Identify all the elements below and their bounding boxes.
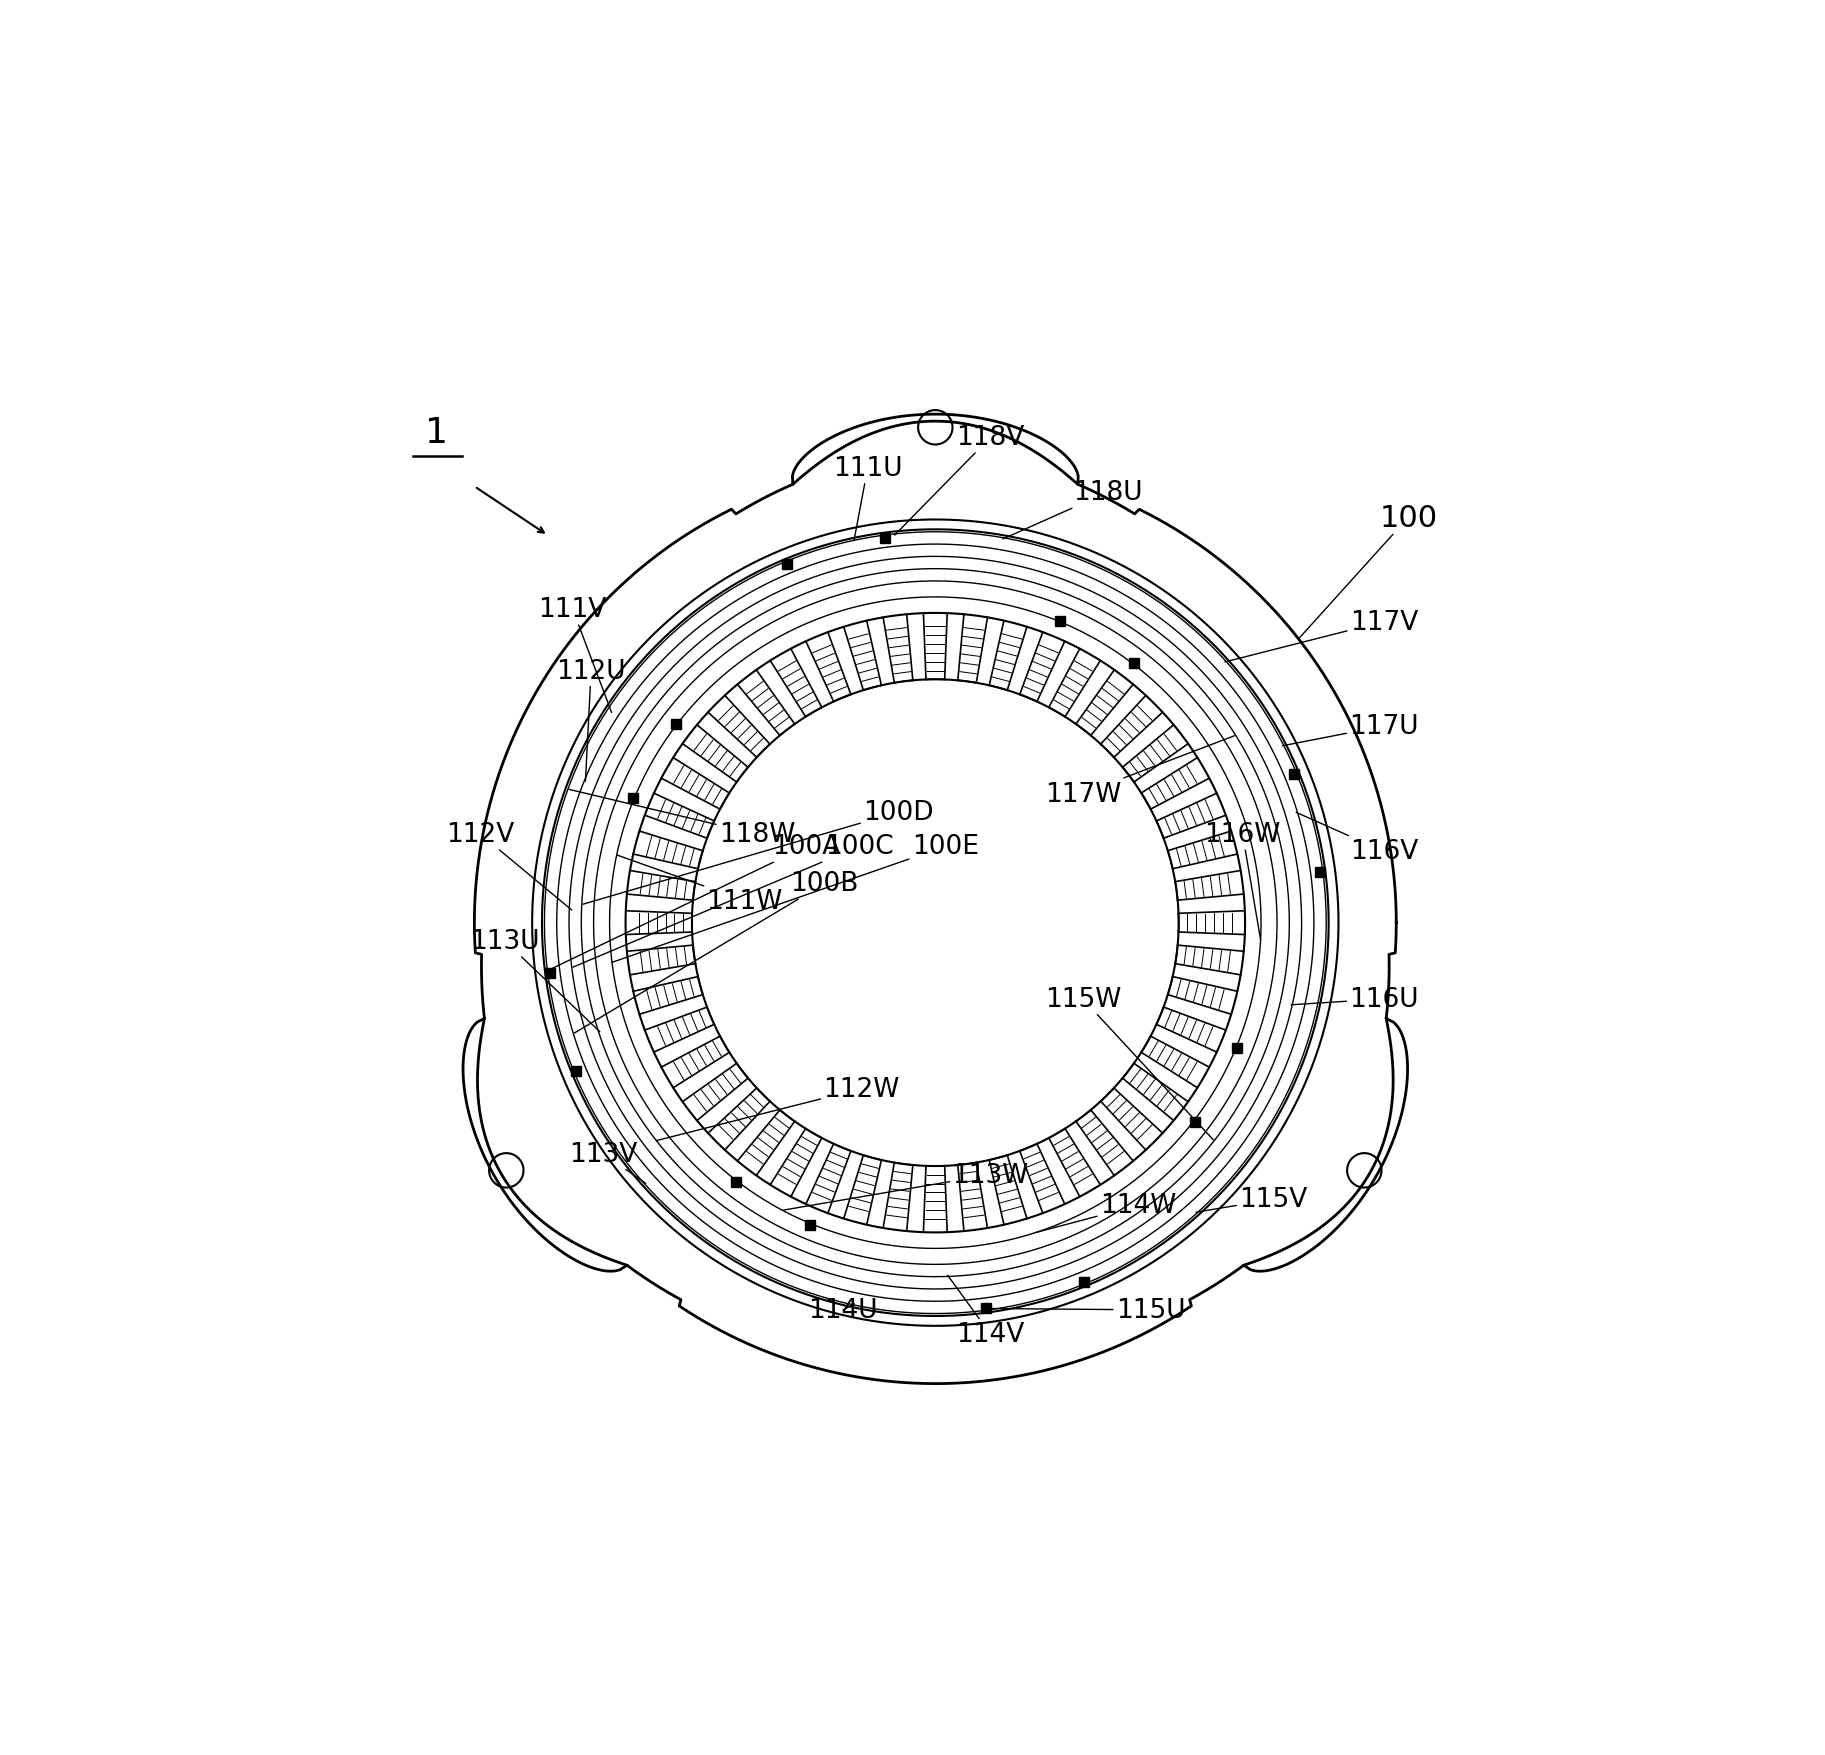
Text: 118U: 118U: [1004, 481, 1142, 539]
Text: 113U: 113U: [471, 928, 600, 1032]
Text: 100E: 100E: [611, 834, 978, 963]
Text: 117W: 117W: [1044, 737, 1234, 807]
Text: 100C: 100C: [573, 834, 894, 967]
Text: 117U: 117U: [1283, 714, 1418, 746]
Text: 114V: 114V: [947, 1276, 1026, 1348]
Text: 116W: 116W: [1204, 821, 1281, 941]
Text: 100: 100: [1299, 504, 1438, 639]
Text: 111V: 111V: [538, 597, 611, 713]
Text: 116U: 116U: [1290, 986, 1418, 1013]
Text: 111U: 111U: [832, 456, 902, 541]
Text: 112W: 112W: [657, 1076, 900, 1141]
Text: 1: 1: [425, 416, 449, 451]
Text: 117V: 117V: [1225, 609, 1418, 663]
Text: 112V: 112V: [447, 821, 571, 911]
Text: 115W: 115W: [1044, 986, 1214, 1141]
Text: 116V: 116V: [1296, 813, 1418, 865]
Text: 115U: 115U: [989, 1297, 1184, 1323]
Text: 100B: 100B: [575, 870, 860, 1034]
Text: 113V: 113V: [569, 1141, 646, 1183]
Text: 112U: 112U: [557, 658, 626, 781]
Text: 115V: 115V: [1195, 1186, 1307, 1213]
Text: 114W: 114W: [1037, 1193, 1177, 1232]
Text: 113W: 113W: [783, 1162, 1029, 1211]
Text: 114U: 114U: [808, 1297, 878, 1323]
Text: 111W: 111W: [617, 855, 783, 914]
Text: 118V: 118V: [894, 425, 1026, 535]
Text: 100A: 100A: [549, 834, 840, 971]
Text: 100D: 100D: [582, 800, 934, 904]
Text: 118W: 118W: [569, 790, 796, 848]
